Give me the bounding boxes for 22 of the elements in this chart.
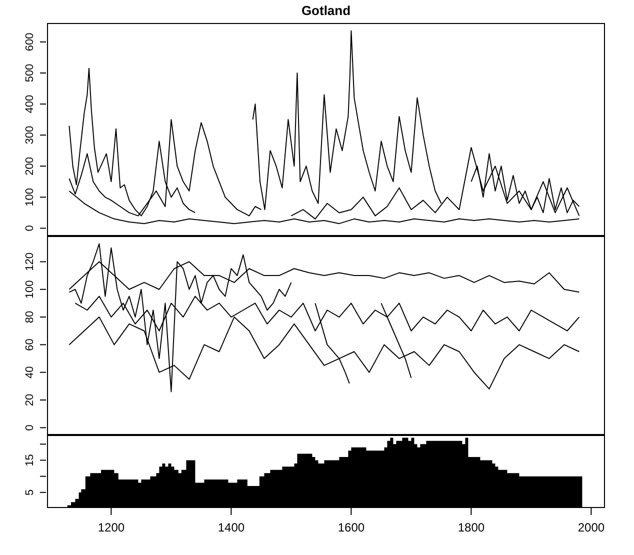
- y-tick-label: 80: [24, 310, 36, 324]
- y-tick-label: 0: [24, 225, 36, 232]
- x-tick-label: 2000: [578, 520, 605, 535]
- chart-title: Gotland: [300, 3, 352, 18]
- y-tick-label: 400: [24, 94, 36, 114]
- y-tick-label: 500: [24, 64, 36, 82]
- y-tick-label: 100: [24, 188, 36, 206]
- x-tick-label: 1400: [218, 520, 245, 535]
- y-tick-label: 5: [24, 489, 36, 496]
- y-tick-label: 120: [24, 252, 36, 271]
- y-tick-label: 600: [24, 32, 36, 52]
- y-tick-label: 15: [24, 454, 36, 466]
- y-tick-label: 300: [24, 126, 36, 144]
- x-tick-label: 1200: [98, 520, 125, 535]
- y-tick-label: 60: [24, 338, 36, 351]
- x-tick-label: 1800: [458, 520, 485, 535]
- y-tick-label: 20: [24, 394, 36, 406]
- y-tick-label: 40: [24, 366, 36, 378]
- y-tick-label: 200: [24, 156, 36, 176]
- y-tick-label: 0: [24, 424, 36, 431]
- y-tick-label: 100: [24, 280, 36, 299]
- x-tick-label: 1600: [338, 520, 365, 535]
